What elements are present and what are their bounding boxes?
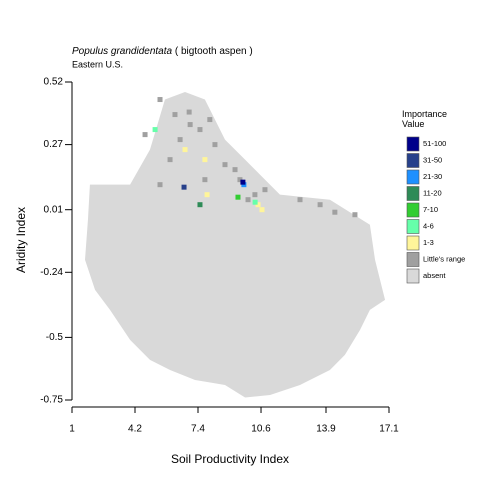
chart-subtitle: Eastern U.S.	[72, 59, 123, 69]
cell	[172, 112, 178, 118]
cell	[197, 202, 203, 208]
cell	[259, 207, 265, 213]
legend-swatch	[406, 169, 420, 185]
legend-label: absent	[423, 271, 446, 280]
legend-title: Importance Value	[402, 109, 448, 129]
cell	[204, 192, 210, 198]
cell	[222, 162, 228, 168]
cell	[212, 142, 218, 148]
legend-swatch	[406, 268, 420, 284]
x-tick-label: 4.2	[128, 424, 142, 435]
absent-region	[84, 92, 386, 398]
cell	[202, 157, 208, 163]
cell	[157, 182, 163, 188]
cell	[157, 97, 163, 103]
legend-label: 1-3	[423, 238, 434, 247]
y-tick-label: 0.52	[44, 77, 64, 88]
legend-label: 51-100	[423, 139, 446, 148]
cell	[207, 117, 213, 123]
x-tick-label: 13.9	[316, 424, 336, 435]
x-tick-label: 17.1	[379, 424, 399, 435]
x-axis-title: Soil Productivity Index	[171, 452, 289, 466]
legend-swatch	[406, 202, 420, 218]
y-tick-label: 0.27	[44, 139, 64, 150]
cell	[317, 202, 323, 208]
cell	[197, 127, 203, 133]
cell	[297, 197, 303, 203]
y-axis-title: Aridity Index	[14, 207, 28, 273]
legend-swatch	[406, 153, 420, 168]
cell	[262, 187, 268, 193]
cell	[352, 212, 358, 218]
x-tick-label: 7.4	[191, 424, 205, 435]
cell	[142, 132, 148, 138]
cell	[177, 137, 183, 143]
legend-label: 4-6	[423, 221, 434, 230]
legend-swatch	[406, 219, 420, 234]
x-tick-label: 1	[69, 424, 75, 435]
cell	[232, 167, 238, 173]
legend-label: 7-10	[423, 205, 438, 214]
cell	[252, 199, 258, 205]
legend-swatch	[406, 186, 420, 201]
cell	[245, 197, 251, 203]
cell	[187, 122, 193, 128]
species-name: Populus grandidentata	[72, 46, 173, 57]
legend-swatch	[406, 235, 420, 251]
cell	[235, 194, 241, 200]
cell	[181, 184, 187, 190]
cell	[255, 202, 261, 208]
common-name: ( bigtooth aspen )	[175, 46, 253, 57]
cell	[186, 109, 192, 115]
legend-label: 31-50	[423, 155, 442, 164]
cell	[167, 157, 173, 163]
cell	[182, 147, 188, 153]
cell	[237, 177, 243, 183]
y-tick-label: -0.24	[40, 267, 63, 278]
cell	[332, 209, 338, 215]
y-tick-label: 0.01	[44, 204, 64, 215]
legend-swatch	[406, 252, 420, 267]
legend-label: 11-20	[423, 188, 442, 197]
y-tick-label: -0.75	[40, 395, 63, 406]
cell	[202, 177, 208, 183]
chart-title: Populus grandidentata ( bigtooth aspen )	[72, 46, 253, 57]
y-tick-label: -0.5	[46, 332, 64, 343]
legend-label: Little's range	[423, 254, 465, 263]
legend-label: 21-30	[423, 172, 442, 181]
cell	[240, 179, 246, 185]
cell	[241, 182, 247, 188]
cell	[152, 127, 158, 133]
x-tick-label: 10.6	[251, 424, 271, 435]
legend-swatch	[406, 136, 420, 152]
cell	[252, 192, 258, 198]
